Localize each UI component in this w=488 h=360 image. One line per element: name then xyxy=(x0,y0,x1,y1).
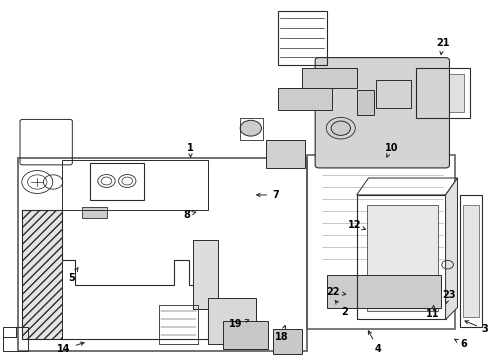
Polygon shape xyxy=(277,88,331,110)
Text: 1: 1 xyxy=(187,143,194,157)
Polygon shape xyxy=(81,207,107,218)
Polygon shape xyxy=(265,140,305,168)
Polygon shape xyxy=(272,329,302,354)
Text: 12: 12 xyxy=(347,220,365,230)
Text: 18: 18 xyxy=(274,325,288,342)
Polygon shape xyxy=(193,240,218,310)
Text: 5: 5 xyxy=(68,267,78,283)
Text: 19: 19 xyxy=(229,319,248,329)
Text: 16: 16 xyxy=(0,359,1,360)
Text: 21: 21 xyxy=(435,37,448,55)
FancyBboxPatch shape xyxy=(315,58,448,168)
Text: 7: 7 xyxy=(256,190,278,200)
Text: 4: 4 xyxy=(367,331,381,354)
Polygon shape xyxy=(22,210,62,339)
Polygon shape xyxy=(326,275,440,307)
Text: 2: 2 xyxy=(335,301,347,318)
Polygon shape xyxy=(366,205,437,311)
Text: 14: 14 xyxy=(57,342,84,354)
Polygon shape xyxy=(463,205,478,318)
Circle shape xyxy=(240,120,261,136)
Text: 13: 13 xyxy=(0,359,1,360)
Text: 20: 20 xyxy=(0,359,1,360)
Polygon shape xyxy=(421,75,464,112)
Text: 15: 15 xyxy=(0,359,1,360)
Text: 10: 10 xyxy=(384,143,397,157)
Polygon shape xyxy=(223,321,267,349)
Text: 24: 24 xyxy=(0,359,1,360)
Polygon shape xyxy=(208,298,255,345)
Text: 6: 6 xyxy=(454,339,466,349)
Polygon shape xyxy=(356,90,374,115)
Text: 17: 17 xyxy=(0,359,1,360)
Text: 9: 9 xyxy=(0,359,1,360)
Text: 23: 23 xyxy=(441,289,454,303)
Polygon shape xyxy=(302,68,356,88)
Text: 11: 11 xyxy=(425,306,439,319)
Text: 8: 8 xyxy=(183,210,195,220)
Text: 22: 22 xyxy=(325,287,345,297)
Text: 3: 3 xyxy=(464,321,488,334)
Polygon shape xyxy=(445,178,457,319)
Circle shape xyxy=(330,121,350,135)
